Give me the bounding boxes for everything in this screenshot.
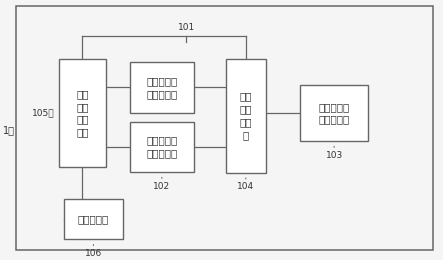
Text: 105～: 105～ xyxy=(32,109,55,118)
Text: 106: 106 xyxy=(85,249,102,258)
Bar xyxy=(130,122,194,172)
Bar xyxy=(59,59,105,167)
Text: 104: 104 xyxy=(237,183,254,191)
Text: 103: 103 xyxy=(326,151,343,160)
Bar xyxy=(300,85,368,141)
Text: 焼接现场信
息获取装置: 焼接现场信 息获取装置 xyxy=(146,135,178,158)
Text: 焼接设备信
息获取装置: 焼接设备信 息获取装置 xyxy=(146,76,178,99)
Text: 102: 102 xyxy=(153,182,171,191)
Bar xyxy=(64,199,123,239)
Text: 机器
人动
作制
定部: 机器 人动 作制 定部 xyxy=(76,89,89,137)
Text: 1～: 1～ xyxy=(3,125,15,135)
Bar xyxy=(226,59,266,173)
Text: 人工动作信
息收集装置: 人工动作信 息收集装置 xyxy=(319,102,350,125)
Text: 动作输出部: 动作输出部 xyxy=(78,214,109,224)
Text: 动作
模型
建立
部: 动作 模型 建立 部 xyxy=(240,92,252,140)
Text: 101: 101 xyxy=(178,23,195,32)
Bar xyxy=(130,62,194,113)
